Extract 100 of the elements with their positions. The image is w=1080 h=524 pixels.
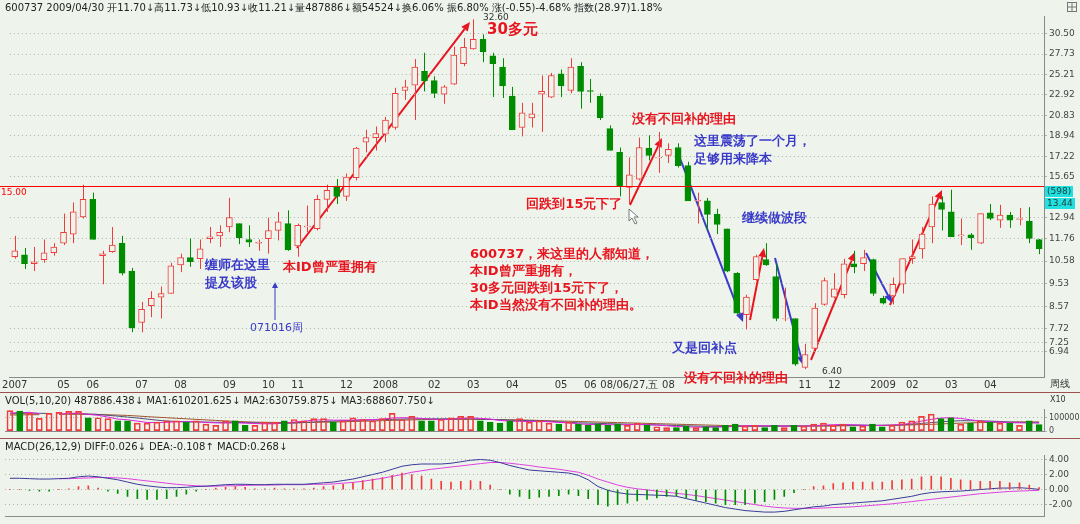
candlestick	[489, 52, 497, 98]
candlestick	[294, 223, 301, 258]
candlestick	[938, 195, 945, 231]
x-tick-label: 2008	[372, 378, 399, 390]
candlestick	[957, 218, 965, 246]
y-tick-label: 2.00	[1049, 468, 1070, 479]
candlestick	[265, 217, 272, 255]
candlestick	[860, 249, 867, 272]
y-tick-label: 27.73	[1049, 48, 1075, 59]
annotation: 30多元回跌到15元下了，	[470, 280, 624, 297]
y-tick-label: 8.57	[1049, 300, 1070, 311]
candlestick	[11, 235, 19, 260]
candlestick	[323, 184, 331, 213]
candlestick	[499, 57, 506, 99]
candlestick	[343, 173, 350, 202]
candlestick	[99, 250, 106, 285]
x-tick-label: 11	[291, 378, 305, 390]
annotation: 本ID曾严重拥有，	[470, 263, 577, 280]
y-tick-label: 4.00	[1049, 453, 1070, 464]
candlestick	[382, 116, 389, 143]
y-tick-label: 25.21	[1049, 68, 1075, 79]
candlestick	[21, 247, 28, 270]
candlestick	[996, 204, 1004, 229]
annotation: 本ID曾严重拥有	[283, 259, 377, 276]
chart-title: MACD(26,12,9) DIFF:0.026↓ DEA:-0.108↑ MACD:0.268↓	[5, 440, 288, 452]
candlestick	[577, 61, 584, 110]
y-tick-label: 7.25	[1049, 336, 1070, 347]
candlestick	[548, 72, 555, 99]
y-tick-label: 15.65	[1049, 171, 1075, 182]
x-tick-label: 12	[340, 378, 353, 390]
candlestick	[430, 75, 438, 99]
x-tick-label: 08/06/27,五	[600, 378, 659, 390]
x-tick-label: 11	[798, 378, 812, 390]
annotation: 回跌到15元下了	[526, 196, 623, 213]
candlestick	[821, 277, 828, 307]
candlestick	[304, 205, 311, 233]
annotation: 又是回补点	[672, 340, 737, 357]
candlestick	[469, 18, 477, 51]
y-tick-label: -2.00	[1049, 498, 1073, 509]
y-tick-label: 17.22	[1049, 150, 1075, 161]
text: 周线	[1050, 378, 1070, 391]
annotation: 这里震荡了一个月，	[694, 133, 811, 150]
y-tick-label: 100000	[1049, 412, 1080, 422]
x-tick-label: 05	[554, 378, 568, 390]
x-tick-label: 06	[583, 378, 597, 390]
candlestick	[704, 197, 711, 231]
x-tick-label: 04	[505, 378, 519, 390]
annotation: 本ID当然没有不回补的理由。	[470, 297, 642, 314]
text: 13.44	[1045, 198, 1075, 210]
candlestick	[460, 37, 467, 67]
x-tick-label: 05	[57, 378, 70, 390]
y-tick-label: 9.53	[1049, 277, 1070, 288]
y-tick-label: 11.76	[1049, 232, 1076, 243]
annotation: 6.40	[822, 366, 843, 378]
candlestick	[30, 246, 38, 272]
x-tick-label: 02	[427, 378, 441, 390]
y-tick-label: 0.00	[1049, 483, 1070, 494]
candlestick	[743, 294, 750, 330]
x-tick-label: 09	[223, 378, 236, 390]
x-tick-label: 2009	[870, 378, 896, 390]
x-tick-label: 08	[174, 378, 187, 390]
candlestick	[138, 301, 145, 333]
candlestick	[830, 272, 838, 299]
y-tick-label: 12.94	[1049, 212, 1076, 223]
candlestick	[713, 208, 721, 235]
candlestick	[411, 58, 419, 121]
chart-title: 600737 2009/04/30 开11.70↓高11.73↓低10.93↓收11.21↓量487886↓额54524↓换6.06% 振6.80% 涨(-0.55)-4.68% 指数(28.97)1.18%	[5, 1, 663, 13]
x-tick-label: 2007	[2, 378, 28, 390]
x-tick-label: 07	[135, 378, 148, 390]
y-tick-label: 0	[1049, 426, 1055, 436]
candlestick	[226, 197, 233, 233]
annotation: 600737，来这里的人都知道，	[470, 246, 655, 263]
candlestick	[255, 238, 262, 252]
candlestick	[889, 277, 897, 305]
candlestick	[908, 238, 916, 265]
y-tick-label: 18.94	[1049, 130, 1076, 141]
candlestick	[626, 156, 633, 205]
annotation: 没有不回补的理由	[684, 370, 788, 387]
bar	[16, 410, 24, 432]
candlestick	[850, 250, 858, 274]
candlestick	[187, 238, 194, 268]
candlestick	[1026, 206, 1033, 244]
y-tick-label: 30.50	[1049, 27, 1076, 38]
candlestick	[528, 102, 536, 129]
candlestick	[60, 213, 67, 246]
annotation: 提及该股	[205, 275, 257, 292]
candlestick	[216, 224, 223, 248]
y-tick-label: 7.72	[1049, 323, 1070, 334]
annotation: 30多元	[487, 20, 538, 39]
ref-line-label: 15.00	[1, 187, 28, 198]
candlestick	[665, 142, 672, 164]
x-tick-label: 03	[944, 378, 958, 390]
text: X10	[1050, 395, 1066, 405]
candlestick	[421, 52, 428, 92]
y-tick-label: 22.92	[1049, 89, 1075, 100]
annotation: 继续做波段	[742, 210, 807, 227]
bar	[84, 417, 92, 432]
y-tick-label: 6.94	[1049, 346, 1070, 357]
candlestick	[245, 224, 253, 248]
candlestick	[69, 201, 77, 244]
